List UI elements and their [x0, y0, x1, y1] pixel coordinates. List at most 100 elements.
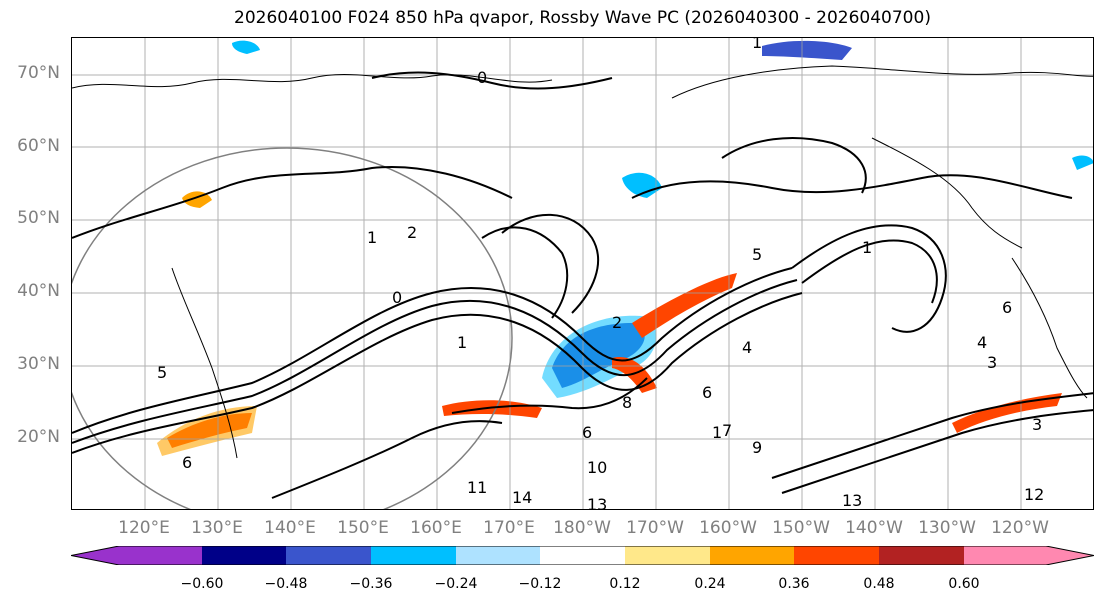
contour-label: 6 [182, 453, 192, 472]
contour-label: 0 [477, 68, 487, 87]
lon-label-140e: 140°E [264, 518, 316, 538]
contour-label: 12 [1024, 485, 1044, 504]
contour-subtropic-east-2 [781, 409, 1093, 494]
colorbar-tick-label: −0.36 [349, 576, 393, 592]
negative-patch-bering [622, 172, 662, 198]
lat-label-40: 40°N [17, 281, 60, 301]
contours [72, 71, 1093, 499]
contour-label: 4 [977, 333, 987, 352]
anomaly-shading [157, 40, 1093, 456]
lon-label-130e: 130°E [191, 518, 243, 538]
reference-circle [72, 147, 513, 509]
contour-label: 3 [1032, 415, 1042, 434]
colorbar-tick-label: −0.12 [518, 576, 562, 592]
colorbar-over-triangle [964, 546, 1094, 565]
colorbar-tick-label: 0.60 [948, 576, 980, 592]
contour-jet-3 [72, 292, 803, 454]
lat-label-50: 50°N [17, 208, 60, 228]
contour-trough-1 [481, 226, 569, 319]
lon-label-170e: 170°E [483, 518, 535, 538]
contour-arctic-1 [371, 71, 613, 90]
contour-subtropic-east [771, 392, 1093, 479]
colorbar-bin [879, 546, 964, 565]
lon-label-150e: 150°E [337, 518, 389, 538]
colorbar-bin [794, 546, 879, 565]
contour-label: 4 [742, 338, 752, 357]
colorbar-tick-label: −0.60 [180, 576, 224, 592]
lon-label-140w: 140°W [845, 518, 903, 538]
contour-label: 3 [987, 353, 997, 372]
colorbar-tick-label: −0.24 [434, 576, 478, 592]
contour-ridge-east [791, 224, 947, 333]
colorbar-bin [371, 546, 456, 565]
lon-label-150w: 150°W [772, 518, 830, 538]
colorbar-tick-label: 0.36 [778, 576, 810, 592]
contour-jet-1 [72, 267, 793, 434]
negative-patch-northwest [232, 40, 260, 54]
lat-label-20: 20°N [17, 427, 60, 447]
contour-label: 9 [752, 438, 762, 457]
lon-label-120w: 120°W [991, 518, 1049, 538]
lon-label-130w: 130°W [918, 518, 976, 538]
lat-label-60: 60°N [17, 136, 60, 156]
lat-label-30: 30°N [17, 354, 60, 374]
lat-label-70: 70°N [17, 63, 60, 83]
lon-label-160w: 160°W [699, 518, 757, 538]
colorbar-tick-label: 0.24 [694, 576, 726, 592]
contour-trough-2 [501, 213, 600, 314]
coastlines [72, 65, 1093, 459]
contour-ridge-east-2 [801, 239, 938, 304]
contour-jet-4 [451, 377, 648, 414]
map-panel: 1 0 1 2 0 1 1 5 1 2 6 4 3 4 6 8 9 7 6 10… [71, 37, 1094, 510]
negative-patch-east-coast [1072, 155, 1093, 170]
contour-label: 1 [457, 333, 467, 352]
lon-label-160e: 160°E [410, 518, 462, 538]
negative-patch-central-pacific-outer [542, 315, 657, 398]
contour-label: 2 [612, 313, 622, 332]
contour-label: 13 [842, 491, 862, 510]
contour-label: 10 [587, 458, 607, 477]
positive-patch-west-jet-outer [157, 406, 257, 456]
contour-label: 1 [862, 238, 872, 257]
colorbar-bin [202, 546, 286, 565]
positive-patch-jet-east [632, 273, 737, 338]
contour-label: 13 [587, 495, 607, 510]
negative-patch-alaska [762, 40, 852, 60]
colorbar-tick-label: 0.12 [609, 576, 641, 592]
positive-patch-east-subtropics [952, 393, 1062, 433]
contour-label: 6 [702, 383, 712, 402]
contour-label: 14 [512, 488, 532, 507]
contour-jet-2 [72, 279, 798, 444]
colorbar [71, 546, 1094, 565]
contour-north-2 [631, 174, 1073, 199]
contour-north-1 [72, 166, 513, 239]
contour-label: 6 [1002, 298, 1012, 317]
map-title: 2026040100 F024 850 hPa qvapor, Rossby W… [234, 8, 931, 28]
contour-subtropic-west [271, 420, 503, 499]
lon-label-120e: 120°E [118, 518, 170, 538]
contour-label: 5 [157, 363, 167, 382]
colorbar-bin [456, 546, 540, 565]
colorbar-bin [710, 546, 794, 565]
contour-label: 8 [622, 393, 632, 412]
contour-arctic-2 [721, 137, 867, 194]
colorbar-tick-label: −0.48 [264, 576, 308, 592]
colorbar-under-triangle [71, 546, 202, 565]
colorbar-tick-label: 0.48 [863, 576, 895, 592]
positive-patch-wpac-jet [442, 400, 542, 418]
contour-label: 5 [752, 245, 762, 264]
contour-label-group: 1 0 1 2 0 1 1 5 1 2 6 4 3 4 6 8 9 7 6 10… [157, 38, 1044, 510]
gridlines [72, 38, 1093, 509]
colorbar-bin [625, 546, 710, 565]
lon-label-170w: 170°W [626, 518, 684, 538]
contour-label: 11 [467, 478, 487, 497]
contour-label: 0 [392, 288, 402, 307]
map-canvas: 1 0 1 2 0 1 1 5 1 2 6 4 3 4 6 8 9 7 6 10… [72, 38, 1093, 510]
lon-label-180w: 180°W [553, 518, 611, 538]
colorbar-bin [286, 546, 371, 565]
colorbar-bin [540, 546, 625, 565]
contour-label: 1 [367, 228, 377, 247]
contour-label: 2 [407, 223, 417, 242]
contour-label: 1 [752, 38, 762, 52]
contour-label: 1 [712, 423, 722, 442]
